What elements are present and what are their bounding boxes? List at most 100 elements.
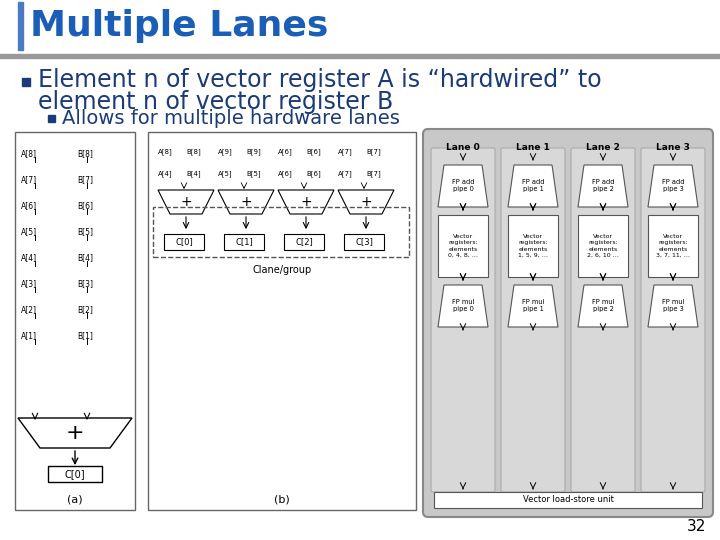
- Text: B[5]: B[5]: [246, 171, 261, 177]
- Text: A[6]: A[6]: [278, 171, 293, 177]
- Bar: [153, 207, 409, 257]
- Text: Allows for multiple hardware lanes: Allows for multiple hardware lanes: [62, 109, 400, 127]
- Text: A[3]: A[3]: [21, 280, 37, 288]
- Text: B[6]: B[6]: [306, 148, 320, 156]
- Bar: [438, 215, 488, 277]
- Text: (b): (b): [274, 495, 290, 505]
- Text: A[9]: A[9]: [218, 148, 233, 156]
- Text: A[2]: A[2]: [21, 306, 37, 314]
- Text: Vector
registers:
elements
1, 5, 9, …: Vector registers: elements 1, 5, 9, …: [518, 234, 548, 258]
- Text: A[6]: A[6]: [21, 201, 37, 211]
- Text: B[8]: B[8]: [77, 150, 93, 159]
- Text: A[4]: A[4]: [21, 253, 37, 262]
- Text: B[1]: B[1]: [77, 332, 93, 341]
- Bar: [434, 492, 702, 508]
- Text: Vector
registers:
elements
3, 7, 11, …: Vector registers: elements 3, 7, 11, …: [656, 234, 690, 258]
- Text: B[7]: B[7]: [366, 148, 381, 156]
- Bar: [224, 234, 264, 250]
- Bar: [22, 78, 30, 86]
- Bar: [15, 132, 135, 510]
- FancyBboxPatch shape: [641, 148, 705, 492]
- Text: B[6]: B[6]: [77, 201, 93, 211]
- Text: +: +: [360, 195, 372, 209]
- Polygon shape: [648, 165, 698, 207]
- Bar: [344, 234, 384, 250]
- Polygon shape: [438, 285, 488, 327]
- Text: A[1]: A[1]: [21, 332, 37, 341]
- Text: FP mul
pipe 0: FP mul pipe 0: [452, 300, 474, 313]
- Text: Clane/group: Clane/group: [253, 265, 312, 275]
- Text: Lane 2: Lane 2: [586, 144, 620, 152]
- Text: Lane 1: Lane 1: [516, 144, 550, 152]
- Polygon shape: [578, 285, 628, 327]
- Text: C[0]: C[0]: [175, 238, 193, 246]
- Text: 32: 32: [687, 519, 706, 534]
- Text: (a): (a): [67, 495, 83, 505]
- Text: A[7]: A[7]: [338, 171, 353, 177]
- Polygon shape: [508, 285, 558, 327]
- Bar: [0, 54, 720, 58]
- Polygon shape: [648, 285, 698, 327]
- Text: FP add
pipe 2: FP add pipe 2: [592, 179, 614, 192]
- Text: A[8]: A[8]: [21, 150, 37, 159]
- Polygon shape: [508, 165, 558, 207]
- Text: B[5]: B[5]: [77, 227, 93, 237]
- Text: Multiple Lanes: Multiple Lanes: [30, 9, 328, 43]
- Text: A[7]: A[7]: [338, 148, 353, 156]
- Text: Lane 3: Lane 3: [656, 144, 690, 152]
- Text: C[0]: C[0]: [65, 469, 85, 479]
- Polygon shape: [578, 165, 628, 207]
- Polygon shape: [158, 190, 214, 214]
- Text: C[3]: C[3]: [355, 238, 373, 246]
- Text: A[7]: A[7]: [21, 176, 37, 185]
- Bar: [648, 215, 698, 277]
- Polygon shape: [278, 190, 334, 214]
- Bar: [578, 215, 628, 277]
- Text: Vector
registers:
elements
2, 6, 10 …: Vector registers: elements 2, 6, 10 …: [587, 234, 619, 258]
- Text: Lane 0: Lane 0: [446, 144, 480, 152]
- Text: +: +: [300, 195, 312, 209]
- FancyBboxPatch shape: [423, 129, 713, 517]
- Polygon shape: [338, 190, 394, 214]
- Text: FP mul
pipe 1: FP mul pipe 1: [522, 300, 544, 313]
- Bar: [48, 466, 102, 482]
- Text: FP add
pipe 3: FP add pipe 3: [662, 179, 684, 192]
- Polygon shape: [18, 418, 132, 448]
- Polygon shape: [218, 190, 274, 214]
- FancyBboxPatch shape: [431, 148, 495, 492]
- Text: +: +: [180, 195, 192, 209]
- Text: Vector
registers:
elements
0, 4, 8, …: Vector registers: elements 0, 4, 8, …: [448, 234, 478, 258]
- Text: FP add
pipe 0: FP add pipe 0: [451, 179, 474, 192]
- Bar: [164, 234, 204, 250]
- Text: B[8]: B[8]: [186, 148, 201, 156]
- FancyBboxPatch shape: [571, 148, 635, 492]
- Text: FP mul
pipe 2: FP mul pipe 2: [592, 300, 614, 313]
- Text: A[6]: A[6]: [278, 148, 293, 156]
- Text: C[2]: C[2]: [295, 238, 313, 246]
- Text: B[3]: B[3]: [77, 280, 93, 288]
- Bar: [508, 215, 558, 277]
- Text: C[1]: C[1]: [235, 238, 253, 246]
- Text: FP mul
pipe 3: FP mul pipe 3: [662, 300, 684, 313]
- Text: +: +: [240, 195, 252, 209]
- Text: Vector load-store unit: Vector load-store unit: [523, 496, 613, 504]
- Text: A[5]: A[5]: [21, 227, 37, 237]
- Bar: [18, 2, 23, 50]
- Text: B[6]: B[6]: [306, 171, 320, 177]
- Polygon shape: [438, 165, 488, 207]
- Bar: [48, 115, 55, 122]
- Text: B[7]: B[7]: [77, 176, 93, 185]
- Text: A[5]: A[5]: [218, 171, 233, 177]
- Text: +: +: [66, 423, 84, 443]
- Text: B[2]: B[2]: [77, 306, 93, 314]
- Text: Element n of vector register A is “hardwired” to: Element n of vector register A is “hardw…: [38, 68, 602, 92]
- Text: B[9]: B[9]: [246, 148, 261, 156]
- Text: B[7]: B[7]: [366, 171, 381, 177]
- Text: FP add
pipe 1: FP add pipe 1: [522, 179, 544, 192]
- Bar: [284, 234, 324, 250]
- Text: A[4]: A[4]: [158, 171, 173, 177]
- Text: A[8]: A[8]: [158, 148, 173, 156]
- Text: B[4]: B[4]: [77, 253, 93, 262]
- Text: B[4]: B[4]: [186, 171, 201, 177]
- Bar: [148, 132, 416, 510]
